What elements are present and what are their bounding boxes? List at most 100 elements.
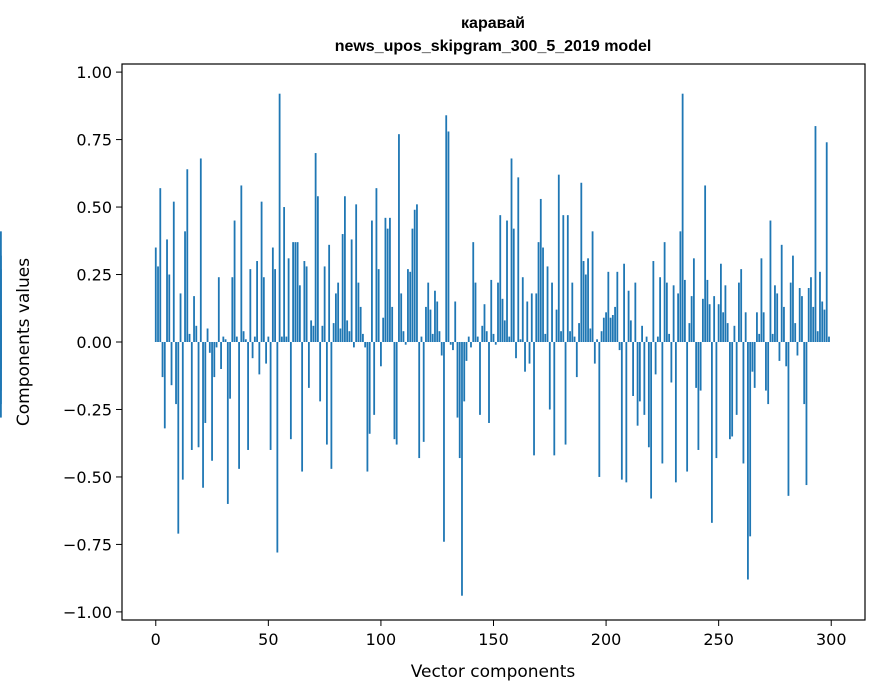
bar-230	[672, 285, 675, 342]
bar-238	[690, 296, 693, 342]
bar-85	[346, 320, 349, 342]
bar-157	[508, 336, 511, 342]
bar-188	[578, 323, 580, 342]
bar-221	[652, 261, 655, 342]
bar-223	[656, 336, 659, 342]
bar-70	[312, 325, 315, 342]
bar-170	[537, 242, 540, 342]
bar-190	[582, 261, 585, 342]
bar-232	[677, 293, 680, 342]
bar-19	[197, 342, 200, 448]
bar-183	[566, 215, 569, 342]
bar-14	[186, 169, 189, 342]
bar-113	[409, 271, 412, 342]
bar-114	[411, 228, 414, 342]
bar-122	[429, 309, 432, 342]
x-tick-label: 150	[478, 630, 509, 649]
bar-280	[785, 342, 788, 367]
bar-212	[632, 342, 634, 396]
bar-256	[731, 342, 734, 437]
bar-49	[265, 342, 267, 364]
bar-202	[609, 317, 612, 342]
bar-198	[600, 331, 603, 342]
bar-225	[661, 342, 664, 464]
bar-0	[154, 247, 157, 342]
bar-249	[715, 342, 718, 459]
bar-240	[695, 342, 698, 388]
bar-242	[699, 342, 702, 391]
bar-55	[278, 93, 281, 342]
bar-279	[783, 306, 785, 342]
bar-248	[713, 296, 716, 342]
bar-98	[375, 188, 378, 342]
bar-series	[0, 93, 830, 596]
bar-80	[334, 293, 337, 342]
bar-40	[244, 339, 247, 342]
bar-259	[738, 282, 740, 342]
bar-1	[157, 266, 159, 342]
x-axis-label: Vector components	[411, 662, 576, 682]
bar-260	[740, 269, 743, 342]
bar-181	[562, 215, 565, 342]
bar-156	[506, 220, 508, 342]
bar-109	[400, 293, 403, 342]
bar-52	[271, 247, 274, 342]
bar-undefined	[0, 342, 2, 418]
bar-76	[325, 342, 328, 445]
bar-48	[262, 277, 265, 342]
bar-41	[247, 342, 249, 450]
bar-255	[729, 342, 731, 440]
bar-186	[573, 336, 576, 342]
bar-108	[398, 134, 400, 342]
bar-92	[362, 333, 364, 342]
bar-233	[679, 231, 682, 342]
bar-86	[348, 331, 351, 342]
bar-110	[402, 331, 405, 342]
bar-252	[722, 312, 725, 342]
bar-33	[229, 342, 231, 399]
bar-28	[217, 277, 220, 342]
bar-285	[796, 342, 799, 356]
y-tick-label: −0.75	[63, 535, 112, 554]
bar-35	[233, 220, 236, 342]
bar-167	[530, 293, 533, 342]
bar-147	[485, 331, 488, 342]
chart-subtitle: news_upos_skipgram_300_5_2019 model	[335, 38, 652, 55]
bar-298	[825, 142, 828, 342]
bar-282	[789, 282, 792, 342]
bar-103	[386, 228, 389, 342]
bar-104	[389, 217, 391, 342]
bar-5	[166, 239, 168, 342]
bar-31	[224, 339, 227, 342]
bar-150	[492, 333, 495, 342]
bar-196	[596, 339, 598, 342]
bar-149	[490, 279, 493, 342]
bar-133	[454, 301, 457, 342]
bar-65	[301, 342, 304, 472]
bar-106	[393, 342, 396, 440]
bar-118	[420, 336, 423, 342]
bar-119	[422, 342, 425, 442]
bar-270	[762, 312, 765, 342]
bar-111	[404, 342, 407, 345]
bar-245	[706, 279, 709, 342]
bar-47	[260, 201, 263, 342]
bar-15	[188, 333, 191, 342]
bar-276	[776, 293, 779, 342]
bar-2	[159, 188, 162, 342]
bar-6	[168, 274, 171, 342]
bar-82	[339, 328, 342, 342]
bar-129	[445, 115, 448, 342]
y-tick-label: 0.25	[76, 266, 112, 285]
bar-262	[744, 312, 747, 342]
bar-24	[208, 342, 211, 353]
bar-185	[571, 282, 574, 342]
bar-102	[384, 217, 387, 342]
bar-189	[580, 182, 583, 342]
bar-72	[316, 196, 319, 342]
bar-54	[276, 342, 279, 553]
bar-12	[181, 342, 184, 480]
bar-141	[472, 242, 475, 342]
bar-246	[708, 304, 711, 342]
bar-17	[193, 296, 195, 342]
